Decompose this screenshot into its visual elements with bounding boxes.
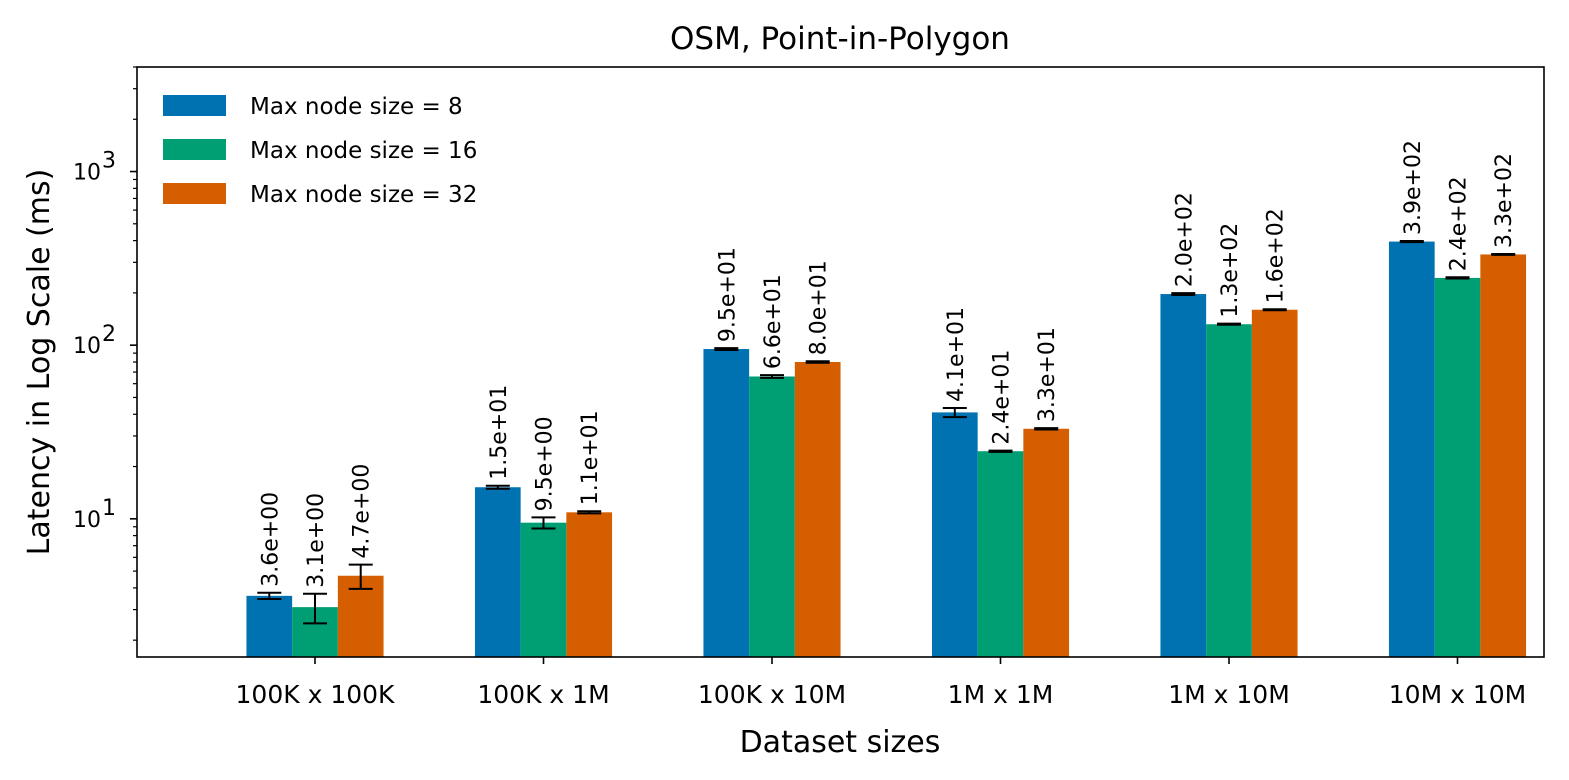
bar	[749, 376, 795, 657]
legend: Max node size = 8 Max node size = 16 Max n…	[163, 94, 477, 208]
data-label: 3.6e+00	[258, 492, 283, 587]
plot-area: 3.6e+00 1.5e+01 9.5e+01 4.1e+01 2.0e+02 3.9e+…	[246, 140, 1527, 657]
legend-swatch	[163, 183, 226, 204]
data-label: 1.6e+02	[1264, 208, 1289, 303]
data-label: 1.5e+01	[487, 385, 512, 480]
data-label: 1.1e+01	[578, 410, 603, 505]
bar	[703, 349, 750, 657]
x-tick-label: 1M x 1M	[948, 680, 1054, 709]
y-tick-label: 10	[73, 161, 101, 186]
legend-label: Max node size = 16	[250, 138, 477, 164]
data-label: 3.1e+00	[304, 493, 329, 588]
legend-swatch	[163, 95, 226, 116]
data-label: 2.0e+02	[1172, 192, 1197, 287]
data-label: 8.0e+01	[807, 260, 832, 355]
bar	[1023, 428, 1070, 657]
bar	[1160, 294, 1207, 657]
bar	[1388, 241, 1435, 657]
legend-label: Max node size = 8	[250, 94, 463, 120]
data-label: 2.4e+01	[990, 350, 1015, 445]
x-tick-label: 100K x 100K	[236, 680, 396, 709]
bar	[520, 522, 567, 657]
x-tick-label: 100K x 1M	[477, 680, 609, 709]
bar	[977, 451, 1024, 657]
y-axis-title: Latency in Log Scale (ms)	[22, 169, 57, 556]
chart-title: OSM, Point-in-Polygon	[670, 21, 1010, 57]
bar	[931, 412, 978, 657]
y-tick-exponent: 2	[102, 322, 116, 347]
x-tick-label: 10M x 10M	[1389, 680, 1526, 709]
data-label: 3.3e+01	[1035, 327, 1060, 422]
y-tick-exponent: 1	[102, 496, 116, 521]
y-tick-exponent: 3	[102, 149, 116, 174]
legend-label: Max node size = 32	[250, 182, 477, 208]
bar	[1251, 309, 1298, 657]
axes: 100K x 100K 100K x 1M 100K x 10M 1M x 1M 1M …	[73, 66, 1526, 709]
x-tick-label: 1M x 10M	[1168, 680, 1290, 709]
bar	[794, 362, 841, 657]
bar	[474, 487, 521, 657]
data-label: 3.9e+02	[1401, 140, 1426, 235]
data-label: 4.1e+01	[944, 307, 969, 402]
data-label: 9.5e+00	[533, 416, 558, 511]
bar	[566, 512, 613, 657]
data-label: 6.6e+01	[761, 274, 786, 369]
bar	[1206, 324, 1252, 657]
y-tick-label: 10	[73, 508, 101, 533]
data-label: 4.7e+00	[350, 464, 375, 559]
y-tick-label: 10	[73, 334, 101, 359]
data-label: 1.3e+02	[1218, 223, 1243, 318]
data-label: 3.3e+02	[1492, 153, 1517, 248]
x-axis-title: Dataset sizes	[740, 725, 941, 760]
legend-swatch	[163, 139, 226, 160]
bar	[246, 595, 293, 657]
data-label: 2.4e+02	[1447, 176, 1472, 271]
x-tick-label: 100K x 10M	[698, 680, 846, 709]
bar	[1434, 277, 1481, 657]
data-label: 9.5e+01	[715, 247, 740, 342]
bar	[1480, 254, 1527, 657]
